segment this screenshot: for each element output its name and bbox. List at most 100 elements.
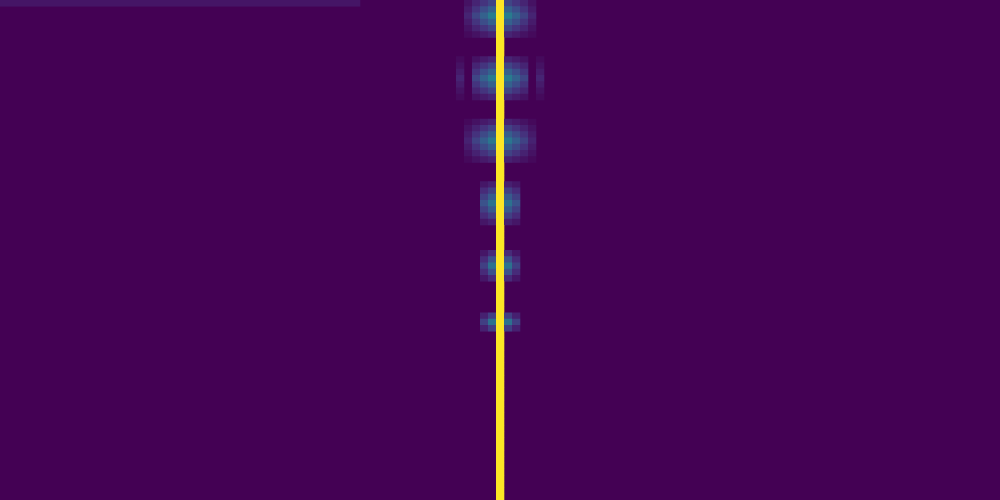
heatmap-cell [496,137,505,145]
heatmap-cell [40,0,49,7]
heatmap-cell [456,68,465,76]
heatmap-cell [480,156,489,163]
heatmap-cell [496,250,505,257]
heatmap-cell [496,412,505,420]
heatmap-cell [512,68,521,76]
heatmap-cell [0,0,9,7]
heatmap-cell [472,143,481,151]
heatmap-cell [496,225,505,232]
heatmap-cell [496,450,505,457]
heatmap-cell [504,156,513,163]
heatmap-cell [480,318,489,326]
heatmap-cell [528,31,537,38]
heatmap-cell [496,87,505,95]
heatmap-cell [472,56,481,63]
heatmap-cell [488,262,497,270]
heatmap-cell [496,393,505,401]
heatmap-cell [504,250,513,257]
heatmap-cell [352,0,361,7]
heatmap-cell [472,87,481,95]
heatmap-cell [496,162,505,170]
heatmap-cell [480,6,489,13]
heatmap-cell [504,318,513,326]
heatmap-cell [456,87,465,95]
heatmap-cell [488,187,497,195]
heatmap-cell [480,18,489,26]
heatmap-cell [496,337,505,345]
heatmap-cell [480,143,489,151]
heatmap-cell [496,150,505,157]
heatmap-cell [480,181,489,188]
heatmap-cell [504,218,513,226]
heatmap-cell [512,206,521,213]
heatmap-cell [472,137,481,145]
heatmap-cell [512,62,521,70]
heatmap-cell [512,193,521,201]
heatmap-cell [528,137,537,145]
heatmap-cell [80,0,89,7]
heatmap-cell [504,0,513,7]
heatmap-cell [488,12,497,20]
heatmap-cell [184,0,193,7]
heatmap-cell [472,0,481,7]
heatmap-cell [496,418,505,426]
heatmap-cell [504,275,513,282]
heatmap-cell [472,93,481,101]
heatmap-cell [496,156,505,163]
heatmap-cell [472,12,481,20]
heatmap-cell [496,56,505,63]
heatmap-cell [496,118,505,126]
heatmap-cell [152,0,161,7]
heatmap-cell [488,206,497,213]
heatmap-cell [496,275,505,282]
heatmap-cell [168,0,177,7]
heatmap-cell [496,256,505,263]
heatmap-cell [208,0,217,7]
heatmap-cell [472,131,481,138]
heatmap-cell [504,131,513,138]
heatmap-cell [496,181,505,188]
heatmap-cell [496,406,505,413]
heatmap-cell [480,312,489,320]
heatmap-cell [496,18,505,26]
heatmap-cell [496,231,505,238]
heatmap-cell [480,68,489,76]
heatmap-cell [496,281,505,288]
heatmap-cell [496,487,505,495]
heatmap-cell [464,125,473,132]
heatmap-cell [496,481,505,488]
heatmap-cell [488,256,497,263]
heatmap-cell [496,243,505,251]
heatmap-cell [520,93,529,101]
heatmap-cell [472,18,481,26]
heatmap-cell [488,212,497,220]
heatmap-cell [480,206,489,213]
heatmap-cell [496,375,505,382]
heatmap-cell [464,131,473,138]
heatmap-cell [464,6,473,13]
heatmap-cell [160,0,169,7]
heatmap-cell [240,0,249,7]
heatmap-cell [496,437,505,445]
heatmap-cell [504,68,513,76]
heatmap-cell [512,218,521,226]
heatmap-cell [464,156,473,163]
heatmap-cell [528,25,537,32]
heatmap-cell [520,150,529,157]
heatmap-cell [480,256,489,263]
heatmap-cell [264,0,273,7]
heatmap-cell [488,0,497,7]
heatmap-cell [144,0,153,7]
heatmap-cell [472,81,481,88]
heatmap-cell [480,87,489,95]
heatmap-cell [456,81,465,88]
heatmap-cell [512,31,521,38]
heatmap-cell [496,475,505,482]
heatmap-cell [488,93,497,101]
heatmap-cell [504,268,513,276]
heatmap-cell [464,143,473,151]
heatmap-cell [512,187,521,195]
heatmap-cell [496,106,505,113]
heatmap-cell [512,318,521,326]
heatmap-cell [480,25,489,32]
